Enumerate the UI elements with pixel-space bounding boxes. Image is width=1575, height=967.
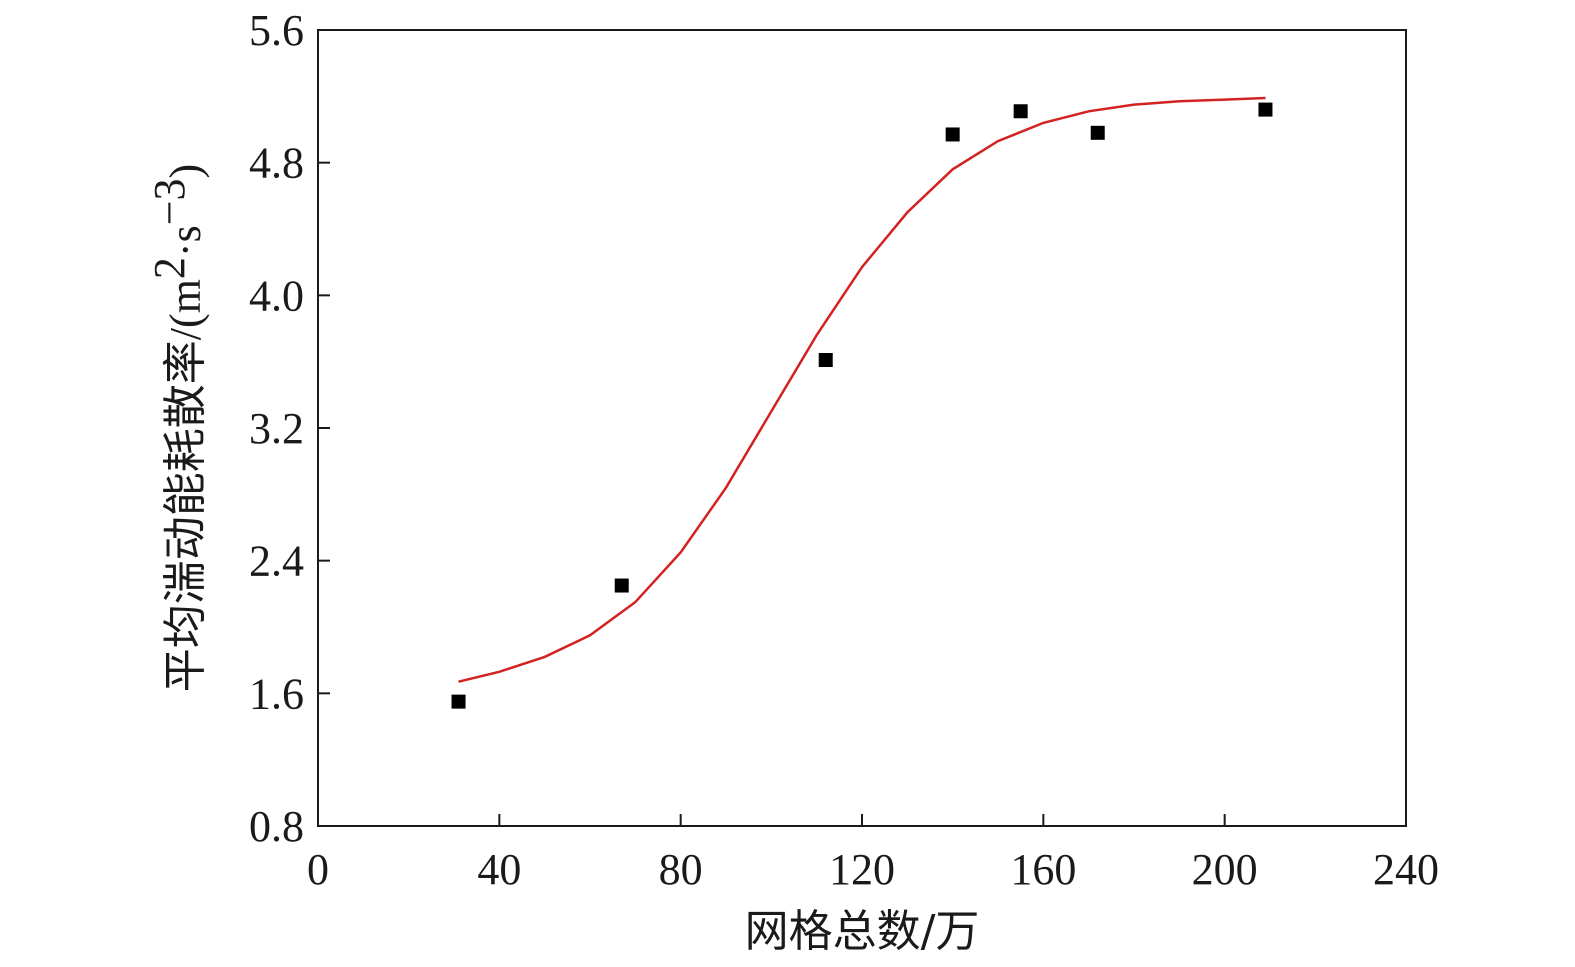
y-axis-title-text: 平均湍动能耗散率 [160, 340, 211, 692]
y-axis: 0.8 1.6 2.4 3.2 4.0 4.8 5.6 [249, 6, 330, 851]
y-tick-label: 4.8 [249, 139, 304, 188]
y-tick-label: 0.8 [249, 802, 304, 851]
fit-curve [458, 96, 1266, 683]
y-tick-label: 4.0 [249, 271, 304, 320]
y-axis-unit-close: ) [161, 164, 210, 179]
plot-frame [317, 29, 1407, 827]
data-point [1013, 104, 1028, 119]
data-point [818, 353, 833, 368]
data-point [1090, 125, 1105, 140]
data-points [451, 102, 1273, 709]
data-point [1258, 102, 1273, 117]
x-axis: 0 40 80 120 160 200 240 [307, 814, 1439, 894]
data-point [451, 694, 466, 709]
y-tick-label: 3.2 [249, 404, 304, 453]
y-axis-unit-sup-neg3: −3 [145, 178, 194, 225]
data-point [614, 578, 629, 593]
x-tick-label: 80 [659, 845, 703, 894]
x-tick-label: 40 [477, 845, 521, 894]
y-axis-unit-sup-2: 2 [145, 257, 194, 279]
y-axis-unit-open: /(m [161, 279, 210, 340]
y-tick-label: 2.4 [249, 537, 304, 586]
y-tick-label: 5.6 [249, 6, 304, 55]
data-point [945, 127, 960, 142]
x-tick-label: 200 [1192, 845, 1258, 894]
x-tick-label: 240 [1373, 845, 1439, 894]
x-axis-title: 网格总数/万 [745, 906, 980, 957]
y-axis-unit-mid: ·s [161, 225, 210, 257]
x-tick-label: 120 [829, 845, 895, 894]
x-tick-label: 0 [307, 845, 329, 894]
y-axis-title: 平均湍动能耗散率/(m2·s−3) [145, 164, 211, 692]
y-tick-label: 1.6 [249, 669, 304, 718]
x-tick-label: 160 [1010, 845, 1076, 894]
